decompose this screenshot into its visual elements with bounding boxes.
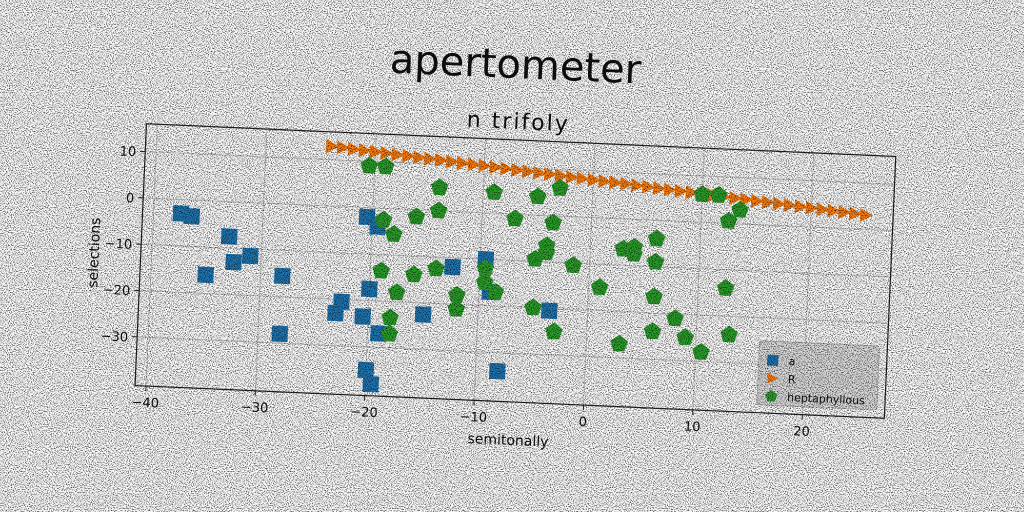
- series-2-point: [647, 229, 665, 246]
- x-tick-label: −10: [459, 410, 487, 426]
- x-tick-label: −20: [350, 405, 378, 421]
- legend-marker-0: [767, 355, 778, 366]
- series-0-point: [225, 254, 242, 271]
- x-tick-label: 20: [793, 424, 810, 440]
- y-tick-label: −10: [104, 237, 132, 253]
- x-tick-label: −40: [131, 395, 159, 411]
- series-2-point: [388, 283, 406, 300]
- chart-subtitle: n trifoly: [466, 108, 570, 137]
- series-0-point: [541, 302, 558, 319]
- series-2-point: [372, 261, 390, 278]
- series-0-point: [197, 267, 214, 284]
- series-2-point: [427, 259, 445, 276]
- y-tick-label: 10: [119, 144, 136, 160]
- series-2-point: [710, 186, 728, 203]
- series-0-point: [333, 293, 350, 310]
- series-2-point: [431, 178, 449, 195]
- series-2-point: [692, 343, 710, 360]
- series-2-point: [645, 287, 663, 304]
- series-2-point: [591, 278, 609, 295]
- x-grid-line: [146, 124, 157, 386]
- series-2-point: [381, 308, 399, 325]
- series-2-point: [717, 279, 735, 296]
- y-tick-label: 0: [126, 191, 135, 206]
- y-tick-label: −20: [102, 283, 130, 299]
- x-tick-label: 10: [684, 420, 701, 436]
- series-2-point: [610, 334, 628, 351]
- series-2-point: [447, 299, 465, 316]
- series-2-point: [720, 325, 738, 342]
- series-2-point: [676, 328, 694, 345]
- series-2-point: [405, 265, 423, 282]
- series-0-point: [444, 259, 461, 276]
- series-2-point: [545, 322, 563, 339]
- series-0-point: [415, 306, 432, 323]
- series-0-point: [489, 363, 506, 380]
- series-0-point: [354, 308, 371, 325]
- series-2-point: [429, 201, 447, 218]
- series-2-point: [485, 183, 503, 200]
- series-0-point: [362, 376, 379, 393]
- x-axis-label: semitonally: [467, 431, 549, 451]
- chart-title: apertometer: [389, 37, 643, 94]
- y-grid-line: [139, 291, 888, 324]
- series-0-point: [358, 362, 375, 379]
- series-0-point: [274, 268, 291, 285]
- series-2-point: [529, 187, 547, 204]
- x-tick-label: 0: [578, 415, 587, 430]
- series-0-point: [271, 325, 288, 342]
- legend-label-0: a: [788, 355, 795, 368]
- y-axis-label: selections: [85, 217, 104, 288]
- series-0-point: [242, 248, 259, 265]
- series-0-point: [221, 228, 238, 245]
- series-1-point: [860, 208, 874, 223]
- series-2-point: [360, 156, 378, 173]
- series-2-point: [564, 256, 582, 273]
- series-0-point: [183, 208, 200, 225]
- series-2-point: [643, 322, 661, 339]
- legend-label-1: R: [788, 373, 797, 386]
- series-2-point: [506, 209, 524, 226]
- series-0-point: [361, 281, 378, 298]
- y-tick-label: −30: [100, 329, 128, 345]
- plot-frame: −40 −30 −20 −10 0 10 20 10 0 −10 −20 −30 semitonall…: [79, 121, 896, 465]
- series-2-point: [524, 298, 542, 315]
- x-tick-label: −30: [241, 400, 269, 416]
- series-2-point: [666, 309, 684, 326]
